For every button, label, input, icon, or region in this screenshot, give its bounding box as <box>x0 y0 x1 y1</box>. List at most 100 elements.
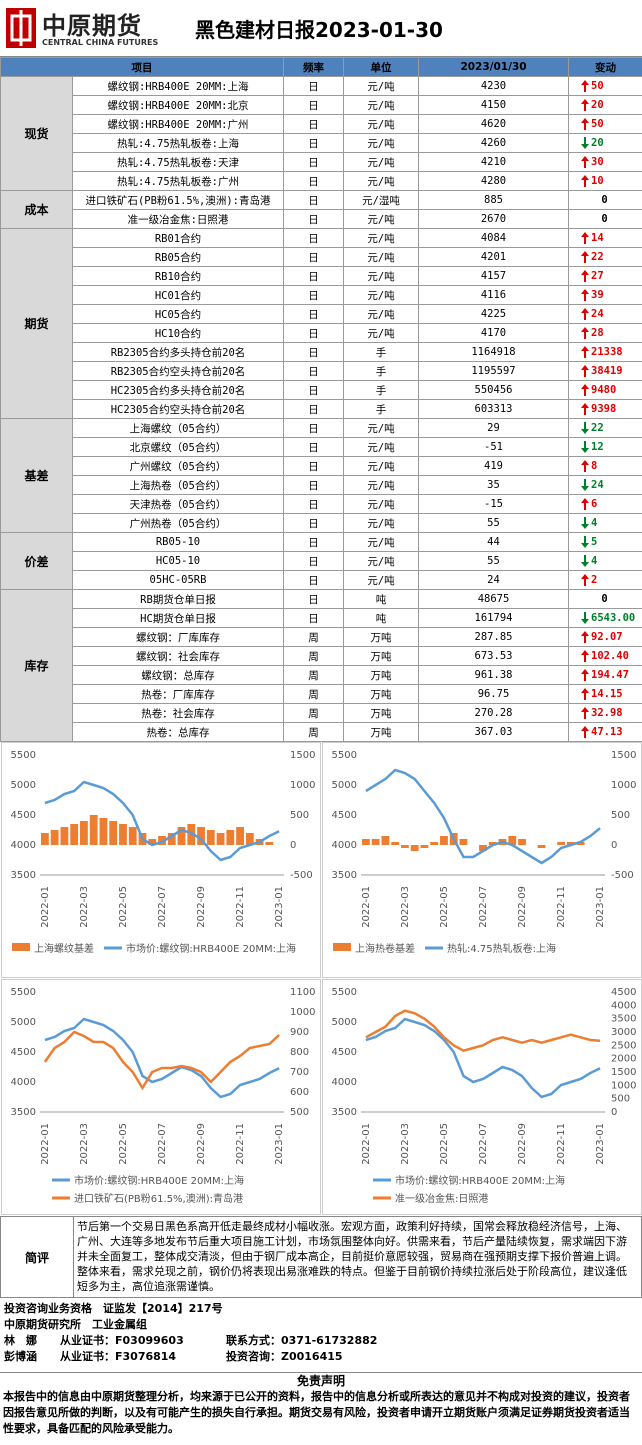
value: 4620 <box>419 115 569 134</box>
change-value: 22 <box>591 251 604 263</box>
change-value: 24 <box>591 479 604 491</box>
change-value: 39 <box>591 289 604 301</box>
group-label: 库存 <box>1 590 73 742</box>
value: 35 <box>419 476 569 495</box>
y2-tick-label: 500 <box>611 810 630 821</box>
y-tick-label: 4500 <box>11 810 36 821</box>
arrow-down <box>581 517 589 529</box>
freq: 周 <box>284 685 344 704</box>
unit: 吨 <box>344 609 419 628</box>
change: 12 <box>569 438 642 457</box>
arrow-down <box>581 422 589 434</box>
item: 螺纹钢：厂库库存 <box>73 628 284 647</box>
arrow-shape <box>581 536 589 548</box>
change-value: 0 <box>601 194 607 206</box>
unit: 元/吨 <box>344 134 419 153</box>
bar <box>381 836 389 845</box>
change-value: 30 <box>591 156 604 168</box>
arrow-shape <box>581 270 589 282</box>
legend-label: 热轧:4.75热轧板卷:上海 <box>447 942 556 955</box>
change: 6543.00 <box>569 609 642 628</box>
arrow-down <box>581 479 589 491</box>
change-value: 14.15 <box>591 688 623 700</box>
logo-icon <box>4 6 38 50</box>
change: 5 <box>569 533 642 552</box>
item: 北京螺纹（05合约） <box>73 438 284 457</box>
freq: 日 <box>284 115 344 134</box>
arrow-up <box>581 118 589 130</box>
bar <box>391 842 399 845</box>
legend-label: 上海螺纹基差 <box>34 942 94 955</box>
group-label: 成本 <box>1 191 73 229</box>
arrow-shape <box>581 365 589 377</box>
y2-tick-label: 600 <box>290 1087 309 1098</box>
arrow-up <box>581 688 589 700</box>
freq: 日 <box>284 172 344 191</box>
value: 673.53 <box>419 647 569 666</box>
change-value: 0 <box>601 593 607 605</box>
group-label: 基差 <box>1 419 73 533</box>
y2-tick-label: 1000 <box>611 1080 636 1091</box>
bar <box>518 839 526 845</box>
y-tick-label: 3500 <box>332 870 357 881</box>
unit: 万吨 <box>344 704 419 723</box>
value: 885 <box>419 191 569 210</box>
change-value: 27 <box>591 270 604 282</box>
x-tick-label: 2022-11 <box>556 886 567 928</box>
item: HC2305合约多头持仓前20名 <box>73 381 284 400</box>
bar <box>207 830 215 845</box>
x-tick-label: 2022-03 <box>400 1123 411 1165</box>
y-tick-label: 3500 <box>332 1107 357 1118</box>
arrow-up <box>581 346 589 358</box>
bar <box>421 845 429 848</box>
unit: 万吨 <box>344 647 419 666</box>
y-tick-label: 4500 <box>11 1047 36 1058</box>
comment-text: 节后第一个交易日黑色系高开低走最终成材小幅收涨。宏观方面，政策利好持续，国常会释… <box>77 1219 637 1294</box>
value: 1195597 <box>419 362 569 381</box>
arrow-up <box>581 156 589 168</box>
unit: 手 <box>344 343 419 362</box>
change-value: 9398 <box>591 403 616 415</box>
freq: 日 <box>284 552 344 571</box>
freq: 日 <box>284 248 344 267</box>
change: 22 <box>569 248 642 267</box>
arrow-shape <box>581 327 589 339</box>
arrow-shape <box>581 460 589 472</box>
legend-label: 准一级冶金焦:日照港 <box>395 1192 488 1205</box>
change-value: 50 <box>591 118 604 130</box>
bar <box>362 839 370 845</box>
arrow-shape <box>581 403 589 415</box>
x-tick-label: 2023-01 <box>274 886 285 928</box>
freq: 日 <box>284 267 344 286</box>
arrow-shape <box>581 289 589 301</box>
x-tick-label: 2023-01 <box>595 886 606 928</box>
freq: 周 <box>284 628 344 647</box>
change: 14 <box>569 229 642 248</box>
value: 603313 <box>419 400 569 419</box>
unit: 元/吨 <box>344 248 419 267</box>
arrow-shape <box>581 156 589 168</box>
y2-tick-label: 1500 <box>290 750 315 761</box>
bar <box>80 821 88 845</box>
bar <box>109 821 117 845</box>
item: 上海螺纹（05合约） <box>73 419 284 438</box>
legend-swatch <box>12 943 30 951</box>
item: HC05-10 <box>73 552 284 571</box>
value: 29 <box>419 419 569 438</box>
freq: 日 <box>284 96 344 115</box>
bar <box>217 833 225 845</box>
unit: 手 <box>344 362 419 381</box>
arrow-shape <box>581 384 589 396</box>
arrow-up <box>581 403 589 415</box>
change-value: 6543.00 <box>591 612 635 624</box>
